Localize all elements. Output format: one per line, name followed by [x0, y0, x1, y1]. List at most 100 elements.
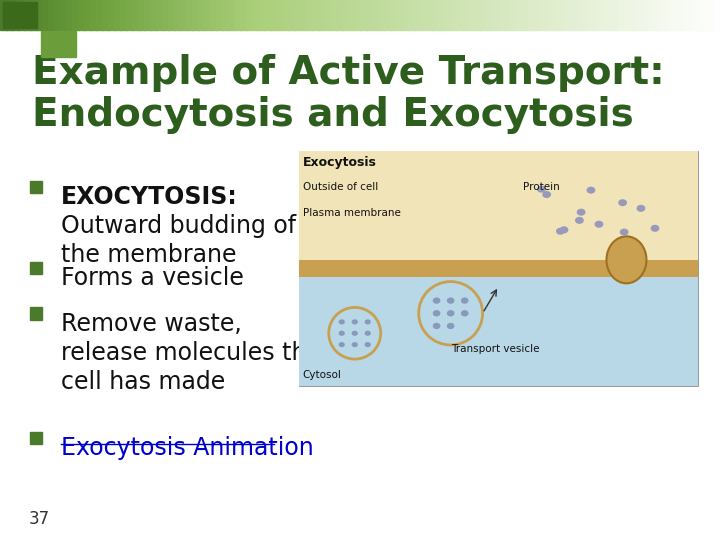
Ellipse shape [433, 310, 441, 316]
Bar [30, 0, 37, 30]
Bar [540, 0, 547, 30]
Bar [162, 0, 169, 30]
Bar [588, 0, 595, 30]
Ellipse shape [618, 199, 627, 206]
Bar [252, 0, 259, 30]
Bar [41, 31, 76, 57]
Bar [78, 0, 86, 30]
Bar [294, 0, 302, 30]
Ellipse shape [338, 342, 345, 347]
Text: Forms a vesicle: Forms a vesicle [61, 266, 244, 289]
Bar [528, 0, 536, 30]
Bar [708, 0, 716, 30]
Ellipse shape [338, 330, 345, 336]
Bar [30, 307, 42, 320]
Bar [132, 0, 140, 30]
Bar [564, 0, 572, 30]
Text: Cytosol: Cytosol [303, 370, 342, 380]
Bar [696, 0, 703, 30]
Bar [462, 0, 469, 30]
Bar [264, 0, 271, 30]
Bar [246, 0, 253, 30]
Bar [468, 0, 475, 30]
Bar [552, 0, 559, 30]
Bar [408, 0, 415, 30]
Bar [312, 0, 320, 30]
Bar [168, 0, 176, 30]
Bar [24, 0, 32, 30]
Bar [600, 0, 608, 30]
Bar [299, 151, 698, 260]
Ellipse shape [329, 307, 381, 359]
Bar [474, 0, 482, 30]
Bar [402, 0, 410, 30]
Bar [108, 0, 115, 30]
Ellipse shape [351, 330, 358, 336]
Bar [300, 0, 307, 30]
Ellipse shape [364, 330, 371, 336]
Bar [240, 0, 248, 30]
Bar [660, 0, 667, 30]
Bar [186, 0, 194, 30]
Bar [444, 0, 451, 30]
Bar [516, 0, 523, 30]
Bar [714, 0, 720, 30]
Bar [384, 0, 392, 30]
Bar [618, 0, 626, 30]
Ellipse shape [338, 319, 345, 325]
Bar [120, 0, 127, 30]
Bar [360, 0, 367, 30]
Bar [48, 0, 55, 30]
Ellipse shape [606, 237, 647, 284]
Bar [372, 0, 379, 30]
Bar [636, 0, 644, 30]
Bar [72, 0, 79, 30]
Bar [498, 0, 505, 30]
Ellipse shape [542, 191, 551, 198]
Ellipse shape [433, 323, 441, 329]
Text: Exocytosis Animation: Exocytosis Animation [61, 436, 314, 460]
Bar [12, 0, 19, 30]
Text: Outward budding of
the membrane: Outward budding of the membrane [61, 185, 297, 267]
Bar [42, 0, 50, 30]
Bar [666, 0, 673, 30]
Text: Plasma membrane: Plasma membrane [303, 207, 400, 218]
Bar [504, 0, 511, 30]
Bar [204, 0, 212, 30]
Ellipse shape [595, 221, 603, 228]
Text: Transport vesicle: Transport vesicle [451, 344, 539, 354]
Bar [678, 0, 685, 30]
Ellipse shape [461, 310, 469, 316]
Ellipse shape [447, 298, 454, 304]
Bar [36, 0, 43, 30]
Bar [342, 0, 349, 30]
Bar [702, 0, 709, 30]
Bar [672, 0, 680, 30]
Bar [492, 0, 500, 30]
Ellipse shape [559, 226, 568, 233]
Bar [486, 0, 493, 30]
Bar [54, 0, 61, 30]
Bar [216, 0, 223, 30]
Ellipse shape [351, 319, 358, 325]
Bar [282, 0, 289, 30]
Bar [30, 180, 42, 193]
Bar [144, 0, 151, 30]
Bar [60, 0, 68, 30]
Bar [192, 0, 199, 30]
Ellipse shape [620, 228, 629, 235]
Bar [390, 0, 397, 30]
Bar [84, 0, 91, 30]
Ellipse shape [587, 187, 595, 194]
Bar [258, 0, 266, 30]
Bar [138, 0, 145, 30]
Bar [684, 0, 691, 30]
Ellipse shape [364, 319, 371, 325]
Bar [299, 269, 698, 386]
Bar [594, 0, 601, 30]
Bar [222, 0, 230, 30]
Bar [366, 0, 374, 30]
Bar [348, 0, 356, 30]
Bar [534, 0, 541, 30]
Bar [150, 0, 158, 30]
